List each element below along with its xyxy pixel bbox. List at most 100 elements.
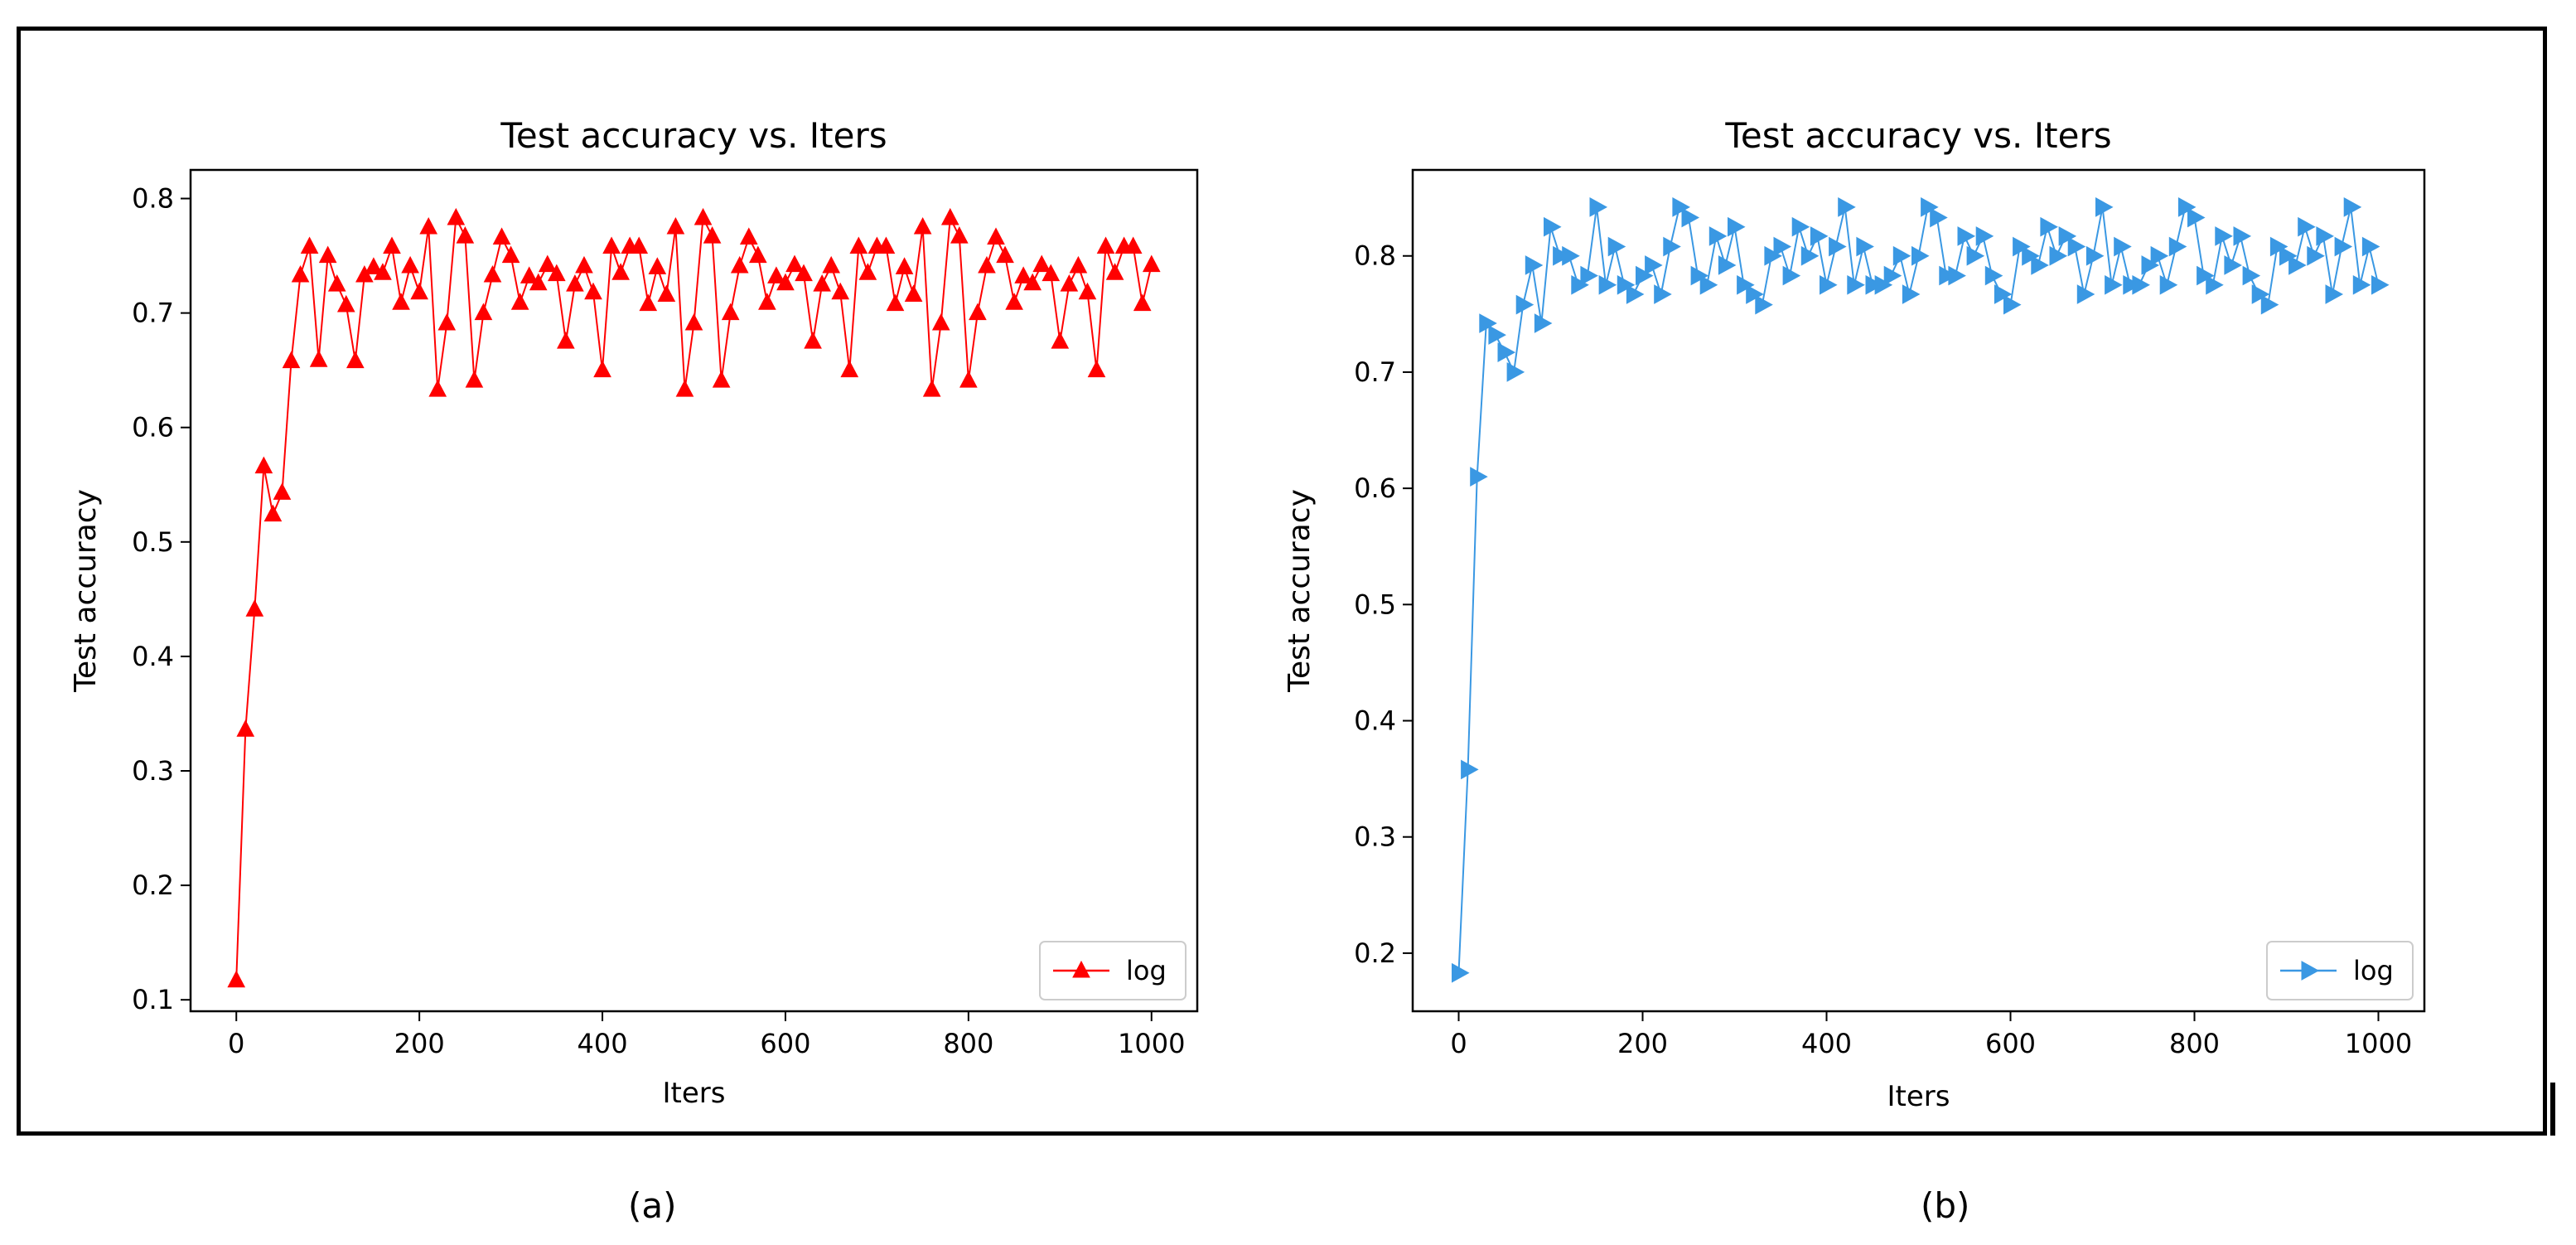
data-point — [2233, 226, 2252, 246]
figure-frame — [17, 27, 2547, 1136]
data-point — [748, 245, 767, 264]
data-point — [1902, 284, 1921, 304]
y-tick-label: 0.4 — [132, 641, 174, 672]
data-point — [227, 970, 246, 988]
data-point — [813, 274, 831, 292]
data-point — [767, 266, 785, 283]
data-point — [1829, 236, 1847, 257]
data-point — [300, 236, 319, 254]
caption-a: (a) — [628, 1185, 677, 1226]
data-point — [1087, 360, 1106, 378]
data-point — [327, 274, 346, 292]
data-point — [1607, 236, 1626, 257]
y-tick-label: 0.1 — [132, 984, 174, 1015]
x-tick-label: 200 — [394, 1028, 445, 1059]
data-point — [703, 226, 722, 244]
data-point — [2049, 245, 2068, 266]
legend-box — [1039, 941, 1187, 1000]
x-axis-label: Iters — [1887, 1080, 1950, 1113]
data-point — [639, 293, 658, 312]
x-tick-label: 400 — [578, 1028, 628, 1059]
data-point — [1966, 245, 1985, 266]
data-point — [2159, 274, 2178, 295]
legend-marker — [2301, 961, 2320, 981]
x-tick-label: 200 — [1617, 1028, 1668, 1059]
data-point — [1764, 245, 1782, 266]
data-point — [2085, 245, 2105, 266]
data-point — [1883, 265, 1902, 286]
data-point — [2177, 197, 2197, 217]
data-point — [1838, 197, 1856, 217]
data-point — [1663, 236, 1681, 257]
data-point — [1571, 274, 1589, 295]
data-point — [401, 255, 419, 274]
data-point — [1005, 293, 1023, 310]
x-tick-label: 800 — [943, 1028, 993, 1059]
data-point — [785, 254, 804, 273]
data-point — [1690, 265, 1709, 286]
data-point — [336, 294, 355, 312]
data-point — [1782, 265, 1801, 286]
data-point — [1078, 282, 1097, 300]
data-point — [1737, 274, 1755, 295]
data-point — [2307, 245, 2325, 266]
data-point — [959, 371, 978, 388]
data-point — [1553, 245, 1571, 266]
legend-box — [2266, 941, 2414, 1000]
data-point — [2168, 236, 2187, 257]
y-tick-label: 0.3 — [1354, 821, 1396, 853]
x-tick-label: 1000 — [1118, 1028, 1185, 1059]
data-point — [1948, 265, 1966, 286]
data-point — [2003, 294, 2022, 315]
y-tick-label: 0.7 — [132, 298, 174, 329]
x-tick-label: 0 — [1450, 1028, 1467, 1059]
data-point — [575, 255, 593, 274]
data-point — [1488, 325, 1506, 345]
x-tick-label: 800 — [2169, 1028, 2220, 1059]
data-point — [1773, 236, 1792, 257]
data-point — [721, 303, 740, 321]
data-point — [950, 226, 969, 244]
data-point — [2132, 274, 2150, 295]
data-point — [1800, 245, 1820, 266]
x-axis-label: Iters — [663, 1077, 726, 1110]
data-point — [694, 207, 713, 225]
data-point — [1847, 274, 1865, 295]
data-point — [648, 257, 667, 274]
data-point — [2095, 197, 2114, 217]
data-point — [1133, 293, 1152, 312]
data-point — [1994, 284, 2013, 304]
data-point — [712, 371, 731, 388]
data-point — [602, 236, 621, 254]
data-point — [254, 456, 273, 474]
data-point — [2298, 216, 2316, 237]
data-point — [245, 599, 264, 617]
data-point — [666, 216, 685, 235]
data-point — [2206, 274, 2224, 295]
data-point — [858, 263, 877, 280]
data-point — [383, 236, 401, 254]
data-point — [895, 257, 914, 274]
data-point — [1911, 245, 1930, 266]
data-point — [2325, 284, 2344, 304]
data-point — [2123, 274, 2141, 295]
data-point — [1626, 284, 1645, 304]
data-point — [465, 371, 484, 388]
data-point — [428, 380, 447, 397]
data-point — [1124, 236, 1143, 254]
data-point — [236, 719, 255, 737]
data-point — [931, 312, 950, 331]
chart-title: Test accuracy vs. Iters — [1724, 115, 2111, 156]
data-point — [1672, 197, 1690, 217]
y-axis-label: Test accuracy — [69, 489, 103, 693]
data-point — [1681, 207, 1700, 228]
y-tick-label: 0.2 — [132, 870, 174, 901]
x-tick-label: 600 — [760, 1028, 810, 1059]
y-tick-label: 0.3 — [132, 755, 174, 787]
data-point — [1497, 342, 1516, 362]
data-point — [520, 266, 539, 283]
data-point — [529, 273, 548, 291]
data-point — [492, 227, 511, 245]
data-point — [2105, 274, 2123, 295]
data-point — [1051, 332, 1070, 349]
